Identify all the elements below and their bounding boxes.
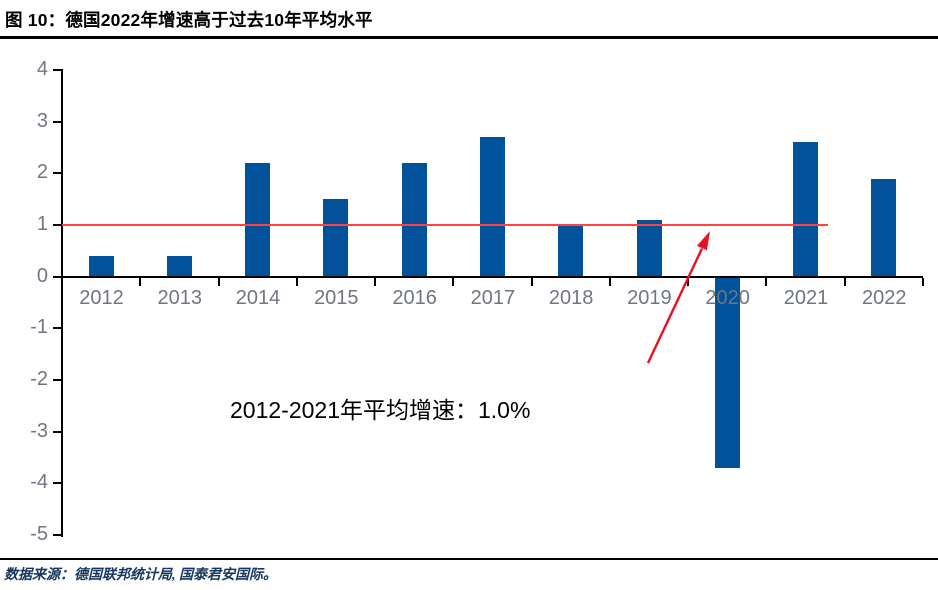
y-tick-label-0: 0 <box>36 264 48 287</box>
x-tick-9 <box>765 278 768 286</box>
title-divider <box>0 36 938 39</box>
average-reference-line <box>62 224 828 226</box>
x-tick-0 <box>61 278 63 286</box>
y-tick-label-2: 2 <box>36 161 48 184</box>
y-tick-label--5: -5 <box>30 523 48 545</box>
x-tick-label-2021: 2021 <box>783 287 829 309</box>
x-tick-5 <box>452 278 455 286</box>
x-tick-10 <box>843 278 846 286</box>
x-tick-label-2014: 2014 <box>235 287 281 309</box>
x-tick-4 <box>374 278 377 286</box>
bar-2012 <box>88 256 114 277</box>
x-tick-label-2020: 2020 <box>705 287 750 309</box>
bar-2015 <box>323 199 349 277</box>
bar-2021 <box>793 142 819 277</box>
data-source-note: 数据来源：德国联邦统计局, 国泰君安国际。 <box>4 568 277 583</box>
x-tick-3 <box>295 278 298 286</box>
x-tick-6 <box>530 278 533 286</box>
x-tick-label-2019: 2019 <box>627 287 672 309</box>
y-tick-4 <box>53 69 61 71</box>
x-axis-zero-line <box>60 275 923 278</box>
y-tick--4 <box>53 482 61 485</box>
y-tick-0 <box>53 275 61 278</box>
average-annotation: 2012-2021年平均增速：1.0% <box>230 397 531 423</box>
x-tick-label-2015: 2015 <box>314 287 359 309</box>
y-tick-label-3: 3 <box>36 109 48 132</box>
y-axis-line <box>60 68 63 537</box>
y-tick--3 <box>53 430 61 433</box>
y-tick-label--1: -1 <box>30 316 48 339</box>
x-tick-label-2013: 2013 <box>157 287 203 309</box>
y-tick-1 <box>53 224 61 226</box>
y-tick--5 <box>53 534 61 536</box>
figure-title: 图 10：德国2022年增速高于过去10年平均水平 <box>5 10 373 30</box>
bar-2020 <box>714 276 740 468</box>
y-tick-label--4: -4 <box>30 471 48 494</box>
x-tick-8 <box>687 278 690 286</box>
bar-2019 <box>636 219 662 277</box>
x-tick-label-2017: 2017 <box>470 287 516 309</box>
x-tick-1 <box>139 278 142 286</box>
y-tick-label--3: -3 <box>30 419 48 442</box>
x-tick-label-2018: 2018 <box>548 287 594 309</box>
x-tick-11 <box>922 278 924 286</box>
y-tick-label-4: 4 <box>36 58 48 80</box>
x-tick-label-2016: 2016 <box>392 287 437 309</box>
y-tick--2 <box>53 379 61 381</box>
bar-2013 <box>166 256 192 277</box>
y-tick-2 <box>53 172 61 175</box>
y-tick-label-1: 1 <box>36 213 48 235</box>
y-tick-3 <box>53 120 61 123</box>
footer-divider <box>0 558 938 560</box>
bar-2018 <box>558 225 584 277</box>
bar-2016 <box>401 163 427 277</box>
bar-2014 <box>245 163 271 277</box>
x-tick-label-2022: 2022 <box>861 287 907 309</box>
x-tick-7 <box>608 278 611 286</box>
y-tick-label--2: -2 <box>30 368 48 390</box>
x-tick-2 <box>217 278 220 286</box>
bar-2022 <box>871 178 897 277</box>
bar-2017 <box>480 137 505 277</box>
x-tick-label-2012: 2012 <box>79 287 124 309</box>
y-tick--1 <box>53 327 61 330</box>
